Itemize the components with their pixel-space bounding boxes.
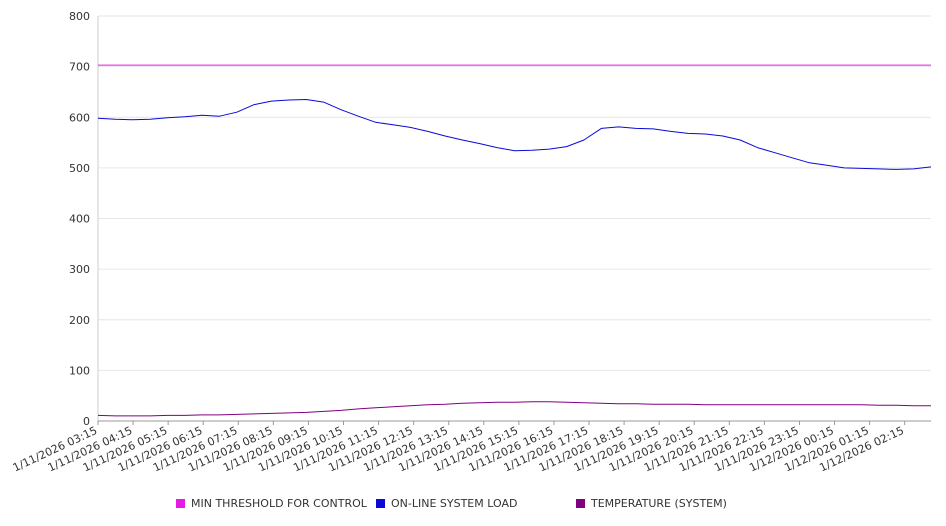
legend-label-threshold: MIN THRESHOLD FOR CONTROL bbox=[191, 497, 367, 510]
y-tick-label: 0 bbox=[83, 415, 90, 428]
legend-item-system-load[interactable]: ON-LINE SYSTEM LOAD bbox=[376, 497, 517, 510]
y-tick-label: 700 bbox=[69, 61, 90, 74]
legend-label-system-load: ON-LINE SYSTEM LOAD bbox=[391, 497, 518, 510]
y-tick-label: 600 bbox=[69, 111, 90, 124]
series-lines bbox=[97, 64, 932, 417]
series-line-2 bbox=[97, 401, 931, 417]
x-tick-labels: 1/11/2026 03:151/11/2026 04:151/11/2026 … bbox=[11, 424, 906, 474]
gridlines bbox=[98, 15, 931, 371]
line-chart: 0 100 200 300 400 500 600 700 800 1/11/2026 03:1… bbox=[11, 10, 932, 474]
y-tick-labels: 0 100 200 300 400 500 600 700 800 bbox=[69, 10, 90, 428]
y-tick-label: 200 bbox=[69, 314, 90, 327]
legend-swatch-system-load bbox=[376, 499, 385, 508]
legend-swatch-threshold bbox=[176, 499, 185, 508]
y-tick-label: 300 bbox=[69, 263, 90, 276]
series-line-1 bbox=[97, 99, 932, 170]
legend-label-temperature: TEMPERATURE (SYSTEM) bbox=[591, 497, 727, 510]
y-tick-label: 400 bbox=[69, 213, 90, 226]
legend-swatch-temperature bbox=[576, 499, 585, 508]
y-tick-label: 800 bbox=[69, 10, 90, 23]
y-tick-label: 100 bbox=[69, 364, 90, 377]
legend-item-threshold[interactable]: MIN THRESHOLD FOR CONTROL bbox=[176, 497, 367, 510]
y-tick-label: 500 bbox=[69, 162, 90, 175]
legend: MIN THRESHOLD FOR CONTROL ON-LINE SYSTEM… bbox=[0, 497, 946, 515]
axes bbox=[97, 16, 931, 425]
legend-item-temperature[interactable]: TEMPERATURE (SYSTEM) bbox=[576, 497, 727, 510]
